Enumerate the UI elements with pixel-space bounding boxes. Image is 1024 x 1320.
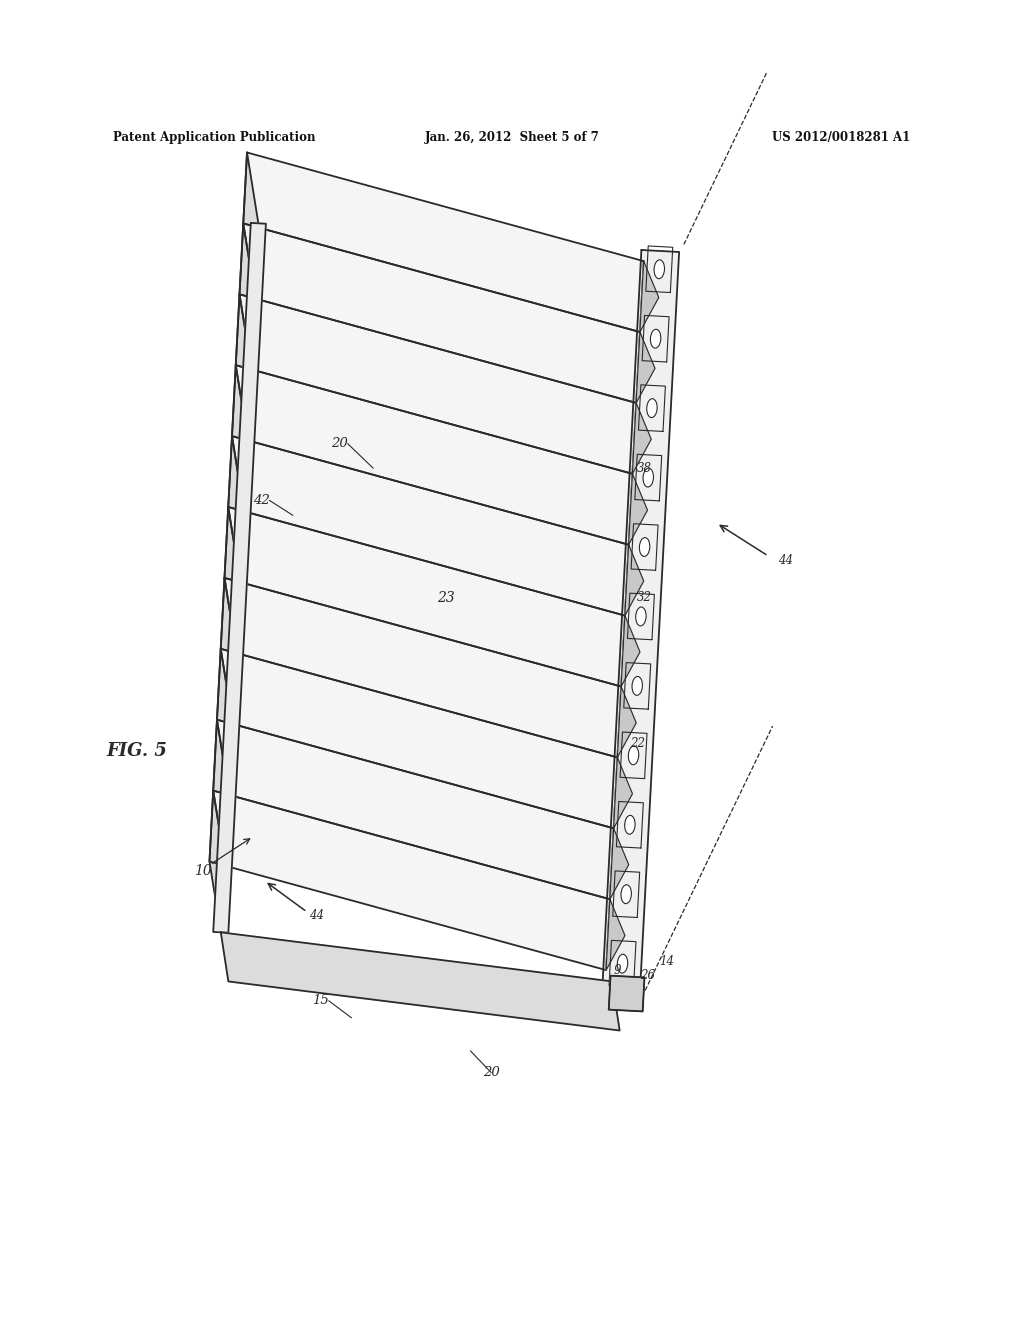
Polygon shape	[221, 578, 622, 758]
Polygon shape	[213, 719, 613, 899]
Text: 9: 9	[614, 964, 622, 977]
Polygon shape	[217, 649, 232, 791]
Polygon shape	[232, 366, 247, 507]
Polygon shape	[244, 153, 644, 333]
Ellipse shape	[647, 399, 657, 417]
Polygon shape	[603, 249, 679, 983]
Polygon shape	[613, 758, 633, 829]
Text: 32: 32	[637, 591, 651, 605]
Polygon shape	[240, 223, 640, 403]
Text: 22: 22	[630, 738, 645, 751]
Text: 20: 20	[483, 1067, 500, 1078]
Polygon shape	[240, 223, 255, 366]
Text: 20: 20	[331, 437, 348, 450]
Polygon shape	[210, 791, 224, 932]
Polygon shape	[221, 932, 620, 1031]
Ellipse shape	[654, 260, 665, 279]
Text: 44: 44	[309, 909, 324, 923]
Text: 10: 10	[195, 865, 212, 878]
Polygon shape	[228, 436, 244, 578]
Polygon shape	[228, 436, 629, 615]
Polygon shape	[617, 686, 636, 758]
Text: Patent Application Publication: Patent Application Publication	[114, 131, 316, 144]
Polygon shape	[625, 545, 644, 615]
Text: 44: 44	[778, 554, 793, 568]
Polygon shape	[244, 153, 258, 294]
Text: 14: 14	[659, 954, 675, 968]
Polygon shape	[210, 791, 610, 970]
Ellipse shape	[629, 746, 639, 764]
Ellipse shape	[625, 816, 635, 834]
Polygon shape	[610, 829, 629, 899]
Ellipse shape	[617, 954, 628, 973]
Polygon shape	[633, 403, 651, 474]
Polygon shape	[217, 649, 617, 829]
Polygon shape	[213, 719, 228, 862]
Polygon shape	[232, 366, 633, 545]
Ellipse shape	[639, 537, 650, 557]
Polygon shape	[236, 294, 251, 436]
Text: 26: 26	[640, 969, 655, 982]
Polygon shape	[629, 474, 647, 545]
Polygon shape	[224, 507, 625, 686]
Text: US 2012/0018281 A1: US 2012/0018281 A1	[772, 131, 910, 144]
Polygon shape	[224, 507, 240, 648]
Polygon shape	[221, 578, 236, 719]
Polygon shape	[236, 294, 636, 474]
Polygon shape	[213, 223, 266, 933]
Ellipse shape	[643, 469, 653, 487]
Polygon shape	[636, 333, 655, 403]
Polygon shape	[622, 615, 640, 686]
Ellipse shape	[632, 676, 642, 696]
Text: 38: 38	[637, 462, 651, 475]
Text: 23: 23	[437, 590, 455, 605]
Polygon shape	[606, 899, 625, 970]
Polygon shape	[608, 975, 644, 1011]
Ellipse shape	[636, 607, 646, 626]
Text: 42: 42	[253, 494, 269, 507]
Text: FIG. 5: FIG. 5	[106, 742, 168, 760]
Text: 15: 15	[312, 994, 329, 1007]
Text: Jan. 26, 2012  Sheet 5 of 7: Jan. 26, 2012 Sheet 5 of 7	[425, 131, 599, 144]
Polygon shape	[640, 261, 658, 333]
Ellipse shape	[621, 884, 632, 904]
Ellipse shape	[650, 329, 660, 348]
